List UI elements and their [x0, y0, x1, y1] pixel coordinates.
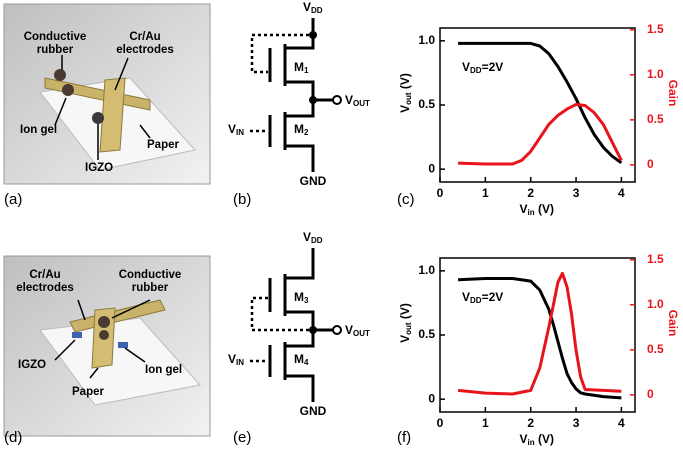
- label: Ion gel: [145, 364, 182, 376]
- annotation-sub: DD: [470, 66, 482, 75]
- annotation-main: V: [462, 290, 470, 304]
- label: IGZO: [85, 162, 113, 174]
- x-tick-label: 4: [618, 186, 625, 200]
- y-axis-label-tail: (V): [398, 73, 412, 92]
- label: rubber: [37, 44, 74, 56]
- label: Conductive: [119, 269, 182, 281]
- circuit-b: VDD VOUT VIN GND M1 M2: [228, 0, 370, 188]
- x-axis-label-main: V: [520, 432, 528, 446]
- x-axis-label-sub: in: [528, 438, 535, 447]
- annotation: VDD=2V: [462, 290, 503, 305]
- panel-label: (b): [233, 191, 251, 208]
- y2-tick-label: 0: [647, 157, 654, 171]
- panel-label: (d): [4, 429, 22, 446]
- m-top: M3: [294, 290, 309, 305]
- x-axis-label-tail: (V): [535, 202, 554, 216]
- label: Ion gel: [20, 124, 57, 136]
- vout: VOUT: [345, 323, 370, 338]
- y2-tick-label: 0.5: [647, 112, 664, 126]
- series-line: [457, 271, 622, 396]
- vin: VIN: [228, 352, 244, 367]
- x-tick-label: 0: [437, 186, 444, 200]
- label: IGZO: [18, 359, 46, 371]
- annotation-tail: =2V: [482, 290, 504, 304]
- m-top: M1: [294, 60, 309, 75]
- y2-axis-label: Gain: [666, 80, 680, 107]
- panel-label: (e): [233, 429, 251, 446]
- x-tick-label: 3: [573, 416, 580, 430]
- illustration-d: Cr/Au electrodes Conductive rubber IGZO …: [3, 255, 211, 437]
- label: electrodes: [16, 282, 74, 294]
- y-axis-label-sub: out: [404, 322, 413, 335]
- annotation: VDD=2V: [462, 60, 503, 75]
- y-axis-label-main: V: [398, 105, 412, 113]
- y-axis-label-main: V: [398, 335, 412, 343]
- illustration-a: Conductive rubber Cr/Au electrodes Ion g…: [3, 3, 211, 185]
- panel-label: (a): [4, 191, 22, 208]
- y-axis-label-sub: out: [404, 92, 413, 105]
- y2-tick-label: 1.0: [647, 297, 664, 311]
- y2-axis-label: Gain: [666, 310, 680, 337]
- y-axis-label-tail: (V): [398, 303, 412, 322]
- y2-tick-label: 1.5: [647, 22, 664, 36]
- x-axis-label-main: V: [520, 202, 528, 216]
- series-line: [458, 277, 622, 400]
- y2-tick-label: 1.0: [647, 67, 664, 81]
- annotation-sub: DD: [470, 296, 482, 305]
- label: Paper: [147, 139, 179, 151]
- x-axis-label: Vin (V): [520, 432, 554, 447]
- vdd: VDD: [303, 0, 323, 15]
- x-axis-label-sub: in: [528, 208, 535, 217]
- gnd: GND: [300, 174, 327, 188]
- x-tick-label: 1: [482, 186, 489, 200]
- x-axis-label: Vin (V): [520, 202, 554, 217]
- label: Cr/Au: [29, 269, 60, 281]
- y2-tick-label: 1.5: [647, 252, 664, 266]
- series-line: [458, 103, 623, 166]
- y-tick-label: 1.0: [418, 33, 435, 47]
- x-tick-label: 4: [618, 416, 625, 430]
- vout: VOUT: [345, 93, 370, 108]
- panel-label: (c): [397, 191, 415, 208]
- label: Conductive: [24, 31, 87, 43]
- y-tick-label: 0: [428, 391, 435, 405]
- annotation-tail: =2V: [482, 60, 504, 74]
- x-tick-label: 2: [527, 186, 534, 200]
- y-tick-label: 0.5: [418, 327, 435, 341]
- y-axis-label: Vout (V): [398, 73, 413, 113]
- m-bottom: M4: [294, 352, 309, 367]
- y-tick-label: 0.5: [418, 97, 435, 111]
- vdd: VDD: [303, 230, 323, 245]
- plot-frame: [439, 27, 636, 183]
- y2-tick-label: 0: [647, 387, 654, 401]
- plot-frame: [439, 257, 636, 413]
- label: rubber: [132, 282, 169, 294]
- circuit-e: VDD VOUT VIN GND M3 M4: [228, 230, 370, 418]
- m-bottom: M2: [294, 122, 309, 137]
- series-line: [458, 41, 623, 165]
- x-tick-label: 1: [482, 416, 489, 430]
- annotation-main: V: [462, 60, 470, 74]
- label: Cr/Au: [129, 31, 160, 43]
- y-axis-label: Vout (V): [398, 303, 413, 343]
- label: Paper: [72, 386, 104, 398]
- y-tick-label: 0: [428, 161, 435, 175]
- x-tick-label: 0: [437, 416, 444, 430]
- y2-tick-label: 0.5: [647, 342, 664, 356]
- x-tick-label: 3: [573, 186, 580, 200]
- x-tick-label: 2: [527, 416, 534, 430]
- panel-label: (f): [397, 429, 411, 446]
- x-axis-label-tail: (V): [535, 432, 554, 446]
- y-tick-label: 1.0: [418, 263, 435, 277]
- gnd: GND: [300, 404, 327, 418]
- label: electrodes: [116, 44, 174, 56]
- vin: VIN: [228, 122, 244, 137]
